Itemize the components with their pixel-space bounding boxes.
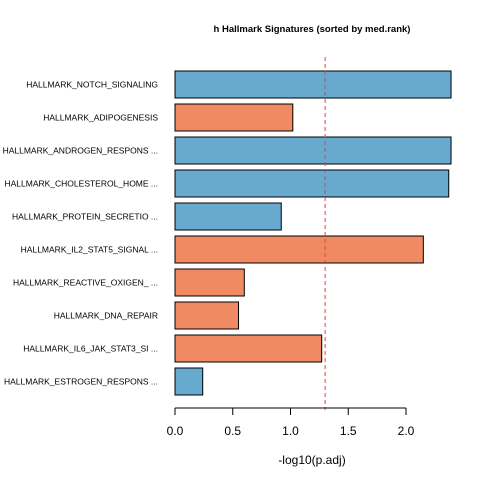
x-tick-label-2: 1.0 (282, 424, 299, 438)
bar-3 (174, 169, 450, 198)
category-label-5: HALLMARK_IL2_STAT5_SIGNAL ... (21, 245, 158, 255)
bar-9 (174, 367, 204, 396)
bar-2 (174, 136, 452, 165)
category-label-8: HALLMARK_IL6_JAK_STAT3_SI ... (23, 344, 158, 354)
category-label-9: HALLMARK_ESTROGEN_RESPONS ... (4, 377, 158, 387)
category-label-0: HALLMARK_NOTCH_SIGNALING (26, 80, 158, 90)
bar-8 (174, 334, 323, 363)
category-label-3: HALLMARK_CHOLESTEROL_HOME ... (4, 179, 158, 189)
x-axis-title: -log10(p.adj) (278, 453, 345, 467)
bar-0 (174, 70, 452, 99)
x-tick-label-0: 0.0 (167, 424, 184, 438)
category-label-1: HALLMARK_ADIPOGENESIS (43, 113, 158, 123)
bar-7 (174, 301, 240, 330)
bar-1 (174, 103, 294, 132)
bars-layer (174, 70, 452, 396)
x-axis: 0.0 0.5 1.0 1.5 2.0 (167, 407, 415, 438)
category-labels: HALLMARK_NOTCH_SIGNALING HALLMARK_ADIPOGE… (3, 80, 159, 387)
category-label-2: HALLMARK_ANDROGEN_RESPONS ... (3, 146, 158, 156)
category-label-4: HALLMARK_PROTEIN_SECRETIO ... (12, 212, 158, 222)
bar-4 (174, 202, 282, 231)
bar-5 (174, 235, 424, 264)
x-tick-label-1: 0.5 (224, 424, 241, 438)
chart-title: h Hallmark Signatures (sorted by med.ran… (214, 24, 411, 35)
bar-6 (174, 268, 245, 297)
category-label-6: HALLMARK_REACTIVE_OXIGEN_ ... (13, 278, 158, 288)
x-tick-label-3: 1.5 (340, 424, 357, 438)
x-tick-label-4: 2.0 (398, 424, 415, 438)
category-label-7: HALLMARK_DNA_REPAIR (54, 311, 158, 321)
